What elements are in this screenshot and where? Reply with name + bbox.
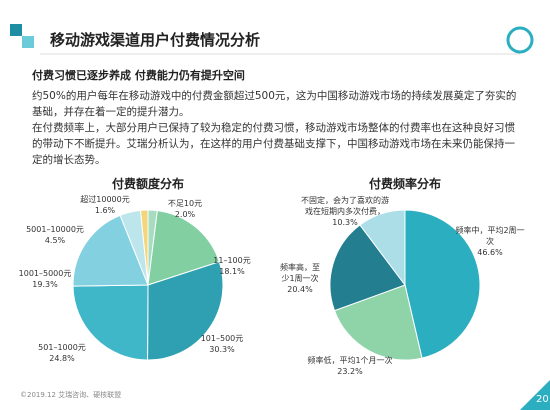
slice-label: 超过10000元 1.6% — [70, 194, 140, 216]
value-label: 18.1% — [219, 267, 245, 276]
category-label: 频率低，平均1个月一次 — [307, 356, 393, 365]
paragraph: 约50%的用户每年在移动游戏中的付费金额超过500元，这为中国移动游戏市场的持续… — [32, 90, 517, 118]
pie-slice — [333, 284, 423, 361]
paragraph: 在付费频率上，大部分用户已保持了较为稳定的付费习惯，移动游戏市场整体的付费率也在… — [32, 122, 515, 166]
value-label: 30.3% — [209, 345, 235, 354]
value-label: 2.0% — [174, 210, 196, 219]
value-label: 1.6% — [94, 206, 116, 215]
value-label: 23.2% — [337, 367, 363, 376]
pie-slice — [139, 209, 149, 286]
value-label: 4.5% — [44, 236, 66, 245]
slice-label: 不固定，会为了喜欢的游戏在短期内多次付费， 10.3% — [298, 195, 393, 228]
category-label: 5001–10000元 — [26, 225, 84, 234]
category-label: 11–100元 — [213, 256, 251, 265]
category-label: 频率高，至少1周一次 — [280, 263, 320, 283]
slice-label: 11–100元 18.1% — [202, 255, 262, 277]
pie-slice — [404, 209, 481, 359]
value-label: 20.4% — [287, 285, 313, 294]
category-label: 1001–5000元 — [18, 269, 72, 278]
slice-label: 101–500元 30.3% — [192, 333, 252, 355]
category-label: 不足10元 — [167, 199, 203, 208]
slice-label: 频率高，至少1周一次 20.4% — [277, 262, 323, 295]
title: 移动游戏渠道用户付费情况分析 — [50, 31, 261, 49]
subtitle: 付费习惯已逐步养成 付费能力仍有提升空间 — [32, 69, 245, 82]
category-label: 101–500元 — [200, 334, 244, 343]
category-label: 超过10000元 — [80, 195, 130, 204]
value-label: 10.3% — [332, 218, 358, 227]
value-label: 46.6% — [477, 248, 503, 257]
slice-label: 5001–10000元 4.5% — [20, 224, 90, 246]
slice-label: 频率中，平均2周一次 46.6% — [455, 225, 525, 258]
pie-slice — [147, 261, 224, 361]
slice-label: 501–1000元 24.8% — [27, 342, 97, 364]
slice-label: 1001–5000元 19.3% — [10, 268, 80, 290]
chart-title: 付费额度分布 — [112, 176, 184, 191]
slice-label: 不足10元 2.0% — [150, 198, 220, 220]
slice-label: 频率低，平均1个月一次 23.2% — [295, 355, 405, 377]
pie-slice — [359, 209, 406, 287]
value-label: 19.3% — [32, 280, 58, 289]
page-number: 20 — [536, 394, 549, 405]
pie-slice — [72, 214, 149, 287]
body: 约50%的用户每年在移动游戏中的付费金额超过500元，这为中国移动游戏市场的持续… — [32, 88, 522, 168]
category-label: 频率中，平均2周一次 — [455, 226, 525, 246]
category-label: 501–1000元 — [38, 343, 86, 352]
category-label: 不固定，会为了喜欢的游戏在短期内多次付费， — [301, 196, 389, 216]
pie-slice — [329, 224, 406, 312]
pie-slice — [147, 210, 220, 286]
pie-slice — [72, 284, 149, 361]
value-label: 24.8% — [49, 354, 75, 363]
chart-title: 付费频率分布 — [369, 176, 441, 191]
footer: ©2019.12 艾瑞咨询、硬核联盟 — [20, 391, 122, 399]
